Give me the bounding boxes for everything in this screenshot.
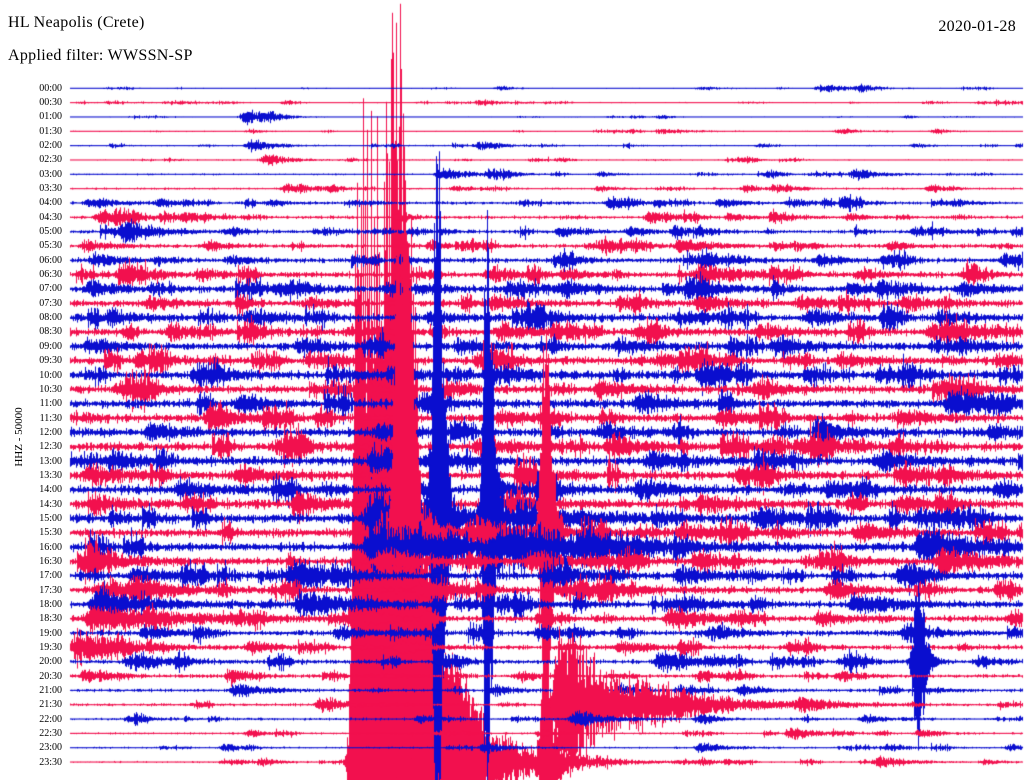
time-label: 05:30 xyxy=(39,240,62,252)
time-label: 09:00 xyxy=(39,340,62,352)
time-label: 00:00 xyxy=(39,82,62,94)
time-label: 13:00 xyxy=(39,455,62,467)
time-label: 03:30 xyxy=(39,183,62,195)
time-label: 01:00 xyxy=(39,111,62,123)
station-title: HL Neapolis (Crete) xyxy=(8,14,145,31)
time-label: 14:30 xyxy=(39,498,62,510)
time-label: 10:00 xyxy=(39,369,62,381)
time-label: 18:00 xyxy=(39,598,62,610)
time-label: 12:00 xyxy=(39,426,62,438)
time-label: 03:00 xyxy=(39,168,62,180)
time-label: 04:30 xyxy=(39,211,62,223)
time-label: 12:30 xyxy=(39,441,62,453)
time-label: 06:00 xyxy=(39,254,62,266)
time-label: 21:00 xyxy=(39,684,62,696)
time-label: 16:00 xyxy=(39,541,62,553)
time-label: 06:30 xyxy=(39,269,62,281)
time-label: 18:30 xyxy=(39,613,62,625)
time-label: 16:30 xyxy=(39,555,62,567)
time-label: 13:30 xyxy=(39,469,62,481)
filter-label: Applied filter: WWSSN-SP xyxy=(8,47,193,64)
time-label: 19:30 xyxy=(39,641,62,653)
time-label: 01:30 xyxy=(39,125,62,137)
time-label: 10:30 xyxy=(39,383,62,395)
time-label: 14:00 xyxy=(39,484,62,496)
time-label: 02:00 xyxy=(39,140,62,152)
time-label: 04:00 xyxy=(39,197,62,209)
time-label: 09:30 xyxy=(39,355,62,367)
time-label: 07:00 xyxy=(39,283,62,295)
time-label: 17:00 xyxy=(39,570,62,582)
time-label: 11:30 xyxy=(39,412,62,424)
time-label: 17:30 xyxy=(39,584,62,596)
time-label: 00:30 xyxy=(39,97,62,109)
time-label: 22:30 xyxy=(39,727,62,739)
time-label: 20:30 xyxy=(39,670,62,682)
time-label: 08:30 xyxy=(39,326,62,338)
time-label: 08:00 xyxy=(39,312,62,324)
date-label: 2020-01-28 xyxy=(938,18,1016,35)
time-label: 11:00 xyxy=(39,398,62,410)
time-label: 05:00 xyxy=(39,226,62,238)
time-label: 19:00 xyxy=(39,627,62,639)
time-label: 23:30 xyxy=(39,756,62,768)
time-label: 15:30 xyxy=(39,527,62,539)
time-label: 21:30 xyxy=(39,699,62,711)
time-label: 02:30 xyxy=(39,154,62,166)
time-label: 22:00 xyxy=(39,713,62,725)
time-label: 23:00 xyxy=(39,742,62,754)
time-label: 07:30 xyxy=(39,297,62,309)
time-label: 20:00 xyxy=(39,656,62,668)
time-label: 15:00 xyxy=(39,512,62,524)
